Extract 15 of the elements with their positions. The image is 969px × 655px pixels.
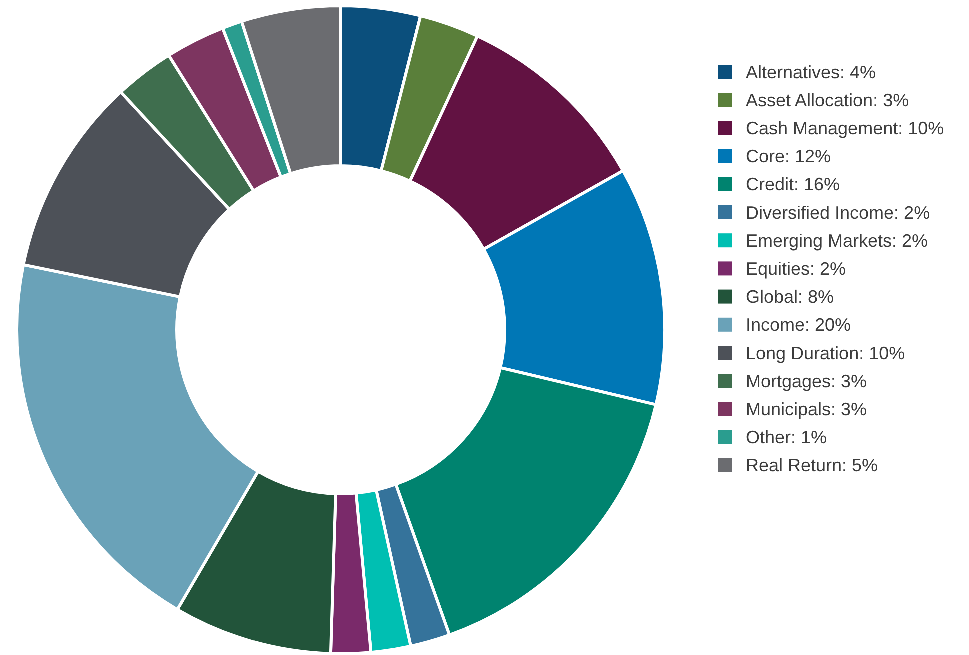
legend-label: Global: 8% <box>746 287 834 308</box>
legend-label: Mortgages: 3% <box>746 371 868 392</box>
legend-label: Income: 20% <box>746 315 852 336</box>
legend-label: Long Duration: 10% <box>746 343 906 364</box>
legend-label: Diversified Income: 2% <box>746 202 930 223</box>
legend-label: Equities: 2% <box>746 259 846 279</box>
legend-label: Municipals: 3% <box>746 400 868 420</box>
legend-label: Alternatives: 4% <box>746 62 876 82</box>
legend-label: Real Return: 5% <box>746 456 878 476</box>
legend-label: Other: 1% <box>746 428 828 448</box>
legend-label: Credit: 16% <box>746 174 840 195</box>
legend-label: Core: 12% <box>746 146 832 167</box>
legend-label: Asset Allocation: 3% <box>746 90 910 110</box>
legend-label: Cash Management: 10% <box>746 118 944 138</box>
legend-label: Emerging Markets: 2% <box>746 230 928 251</box>
